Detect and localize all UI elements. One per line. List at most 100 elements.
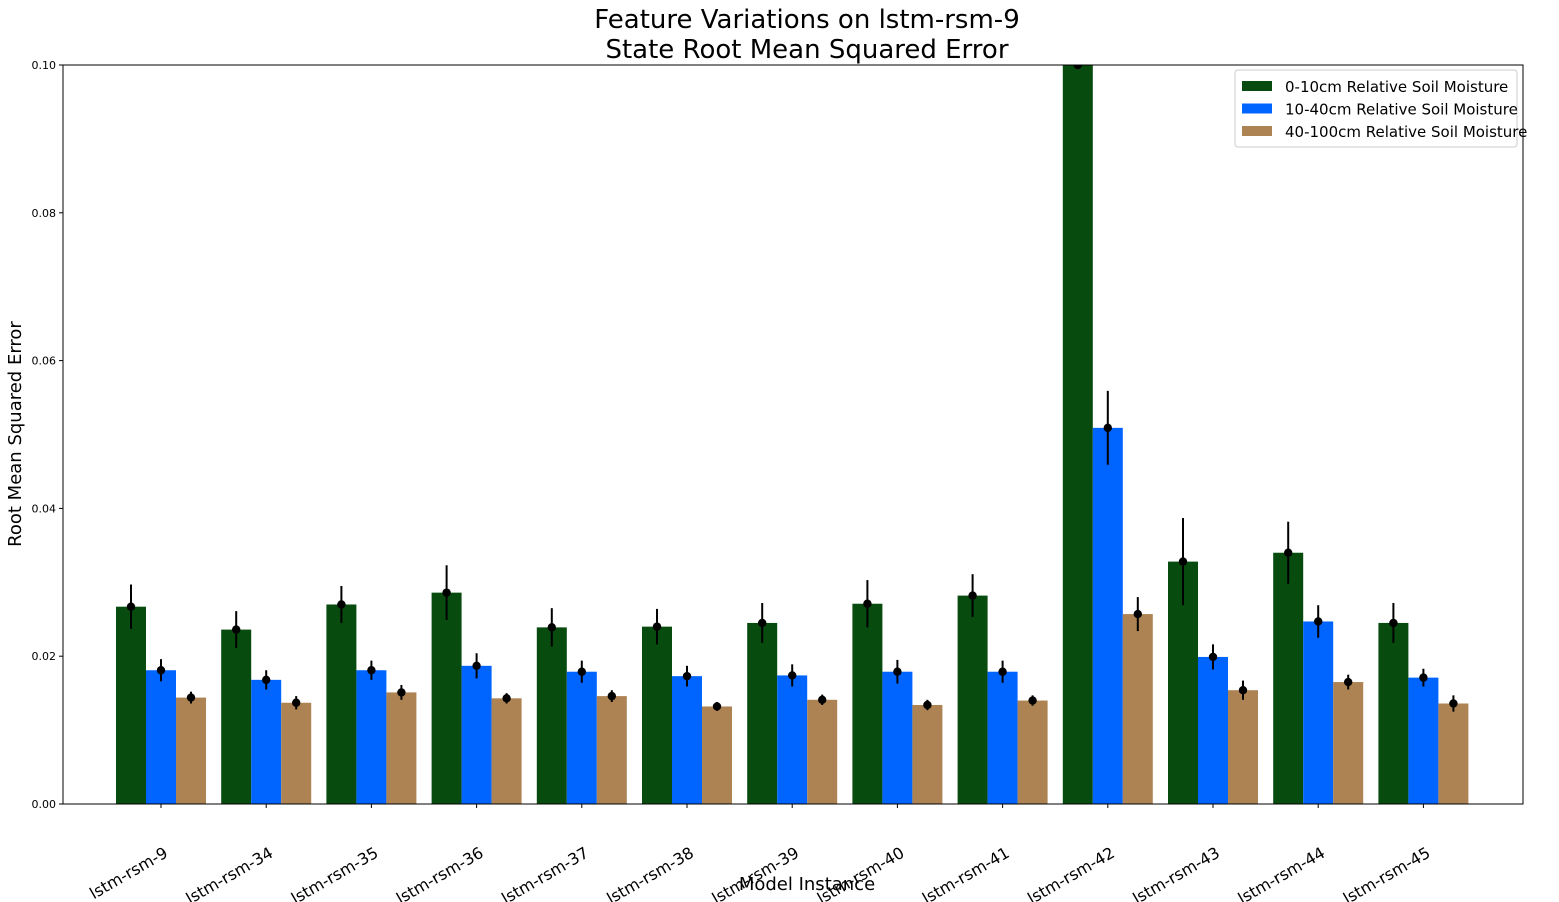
x-tick-label: lstm-rsm-43 — [1129, 843, 1223, 902]
bar — [491, 698, 522, 804]
mean-marker — [397, 688, 406, 697]
chart-title-line2: State Root Mean Squared Error — [605, 35, 1008, 65]
bar — [987, 671, 1018, 804]
bar — [356, 670, 387, 804]
mean-marker — [1419, 673, 1428, 682]
mean-marker — [1449, 699, 1458, 708]
mean-marker — [1103, 423, 1113, 433]
bar — [777, 675, 808, 804]
bar — [1062, 65, 1093, 804]
bars-group — [116, 65, 1469, 804]
axes-frame — [62, 64, 1524, 805]
legend-swatch — [1242, 81, 1272, 91]
y-tick-label: 0.04 — [32, 502, 57, 515]
legend-swatch — [1242, 126, 1272, 136]
mean-marker — [337, 600, 346, 609]
mean-marker — [893, 667, 902, 676]
chart-title-line1: Feature Variations on lstm-rsm-9 — [594, 5, 1019, 35]
bar — [1122, 614, 1153, 804]
y-tick-label: 0.06 — [32, 355, 57, 368]
bar — [1273, 552, 1304, 804]
x-tick-label: lstm-rsm-36 — [393, 843, 487, 902]
bar — [852, 603, 883, 804]
bar — [1017, 700, 1048, 804]
mean-marker — [818, 695, 827, 705]
bar — [461, 665, 492, 804]
mean-marker — [1238, 685, 1248, 695]
y-tick-label: 0.10 — [32, 59, 57, 72]
legend-label: 0-10cm Relative Soil Moisture — [1285, 78, 1508, 96]
mean-marker — [232, 625, 241, 634]
mean-marker — [442, 588, 451, 597]
bar — [807, 699, 838, 804]
mean-marker — [502, 694, 511, 703]
legend: 0-10cm Relative Soil Moisture 10-40cm Rel… — [1234, 69, 1527, 148]
legend-box — [1234, 69, 1518, 148]
mean-marker — [682, 671, 692, 681]
bar — [1378, 622, 1409, 804]
bar — [1198, 656, 1228, 804]
bar — [882, 671, 913, 804]
mean-marker — [1389, 618, 1398, 628]
bar — [1303, 621, 1334, 804]
mean-marker — [1208, 652, 1218, 662]
x-tick-label: lstm-rsm-37 — [498, 843, 592, 902]
mean-marker — [607, 691, 616, 701]
mean-marker — [712, 702, 722, 711]
y-tick-label: 0.00 — [32, 798, 57, 811]
mean-marker — [758, 618, 767, 628]
mean-marker — [126, 602, 136, 611]
mean-marker — [156, 666, 166, 675]
bar — [1408, 677, 1439, 804]
bar — [566, 671, 597, 804]
bar — [1092, 427, 1123, 804]
x-tick-label: lstm-rsm-38 — [603, 843, 697, 902]
bar — [116, 606, 146, 804]
bar — [251, 679, 282, 804]
bar — [431, 592, 462, 804]
mean-marker — [968, 591, 977, 600]
mean-marker — [1133, 609, 1143, 619]
mean-marker — [577, 667, 586, 676]
bar — [957, 595, 988, 804]
mean-marker — [1073, 65, 1082, 70]
bar — [1438, 703, 1469, 804]
x-tick-label: lstm-rsm-34 — [183, 843, 277, 902]
bar — [326, 604, 357, 804]
bar — [642, 626, 672, 804]
mean-marker — [186, 693, 196, 702]
x-tick-label: lstm-rsm-44 — [1235, 843, 1329, 902]
mean-marker — [1284, 548, 1293, 557]
x-tick-label: lstm-rsm-41 — [919, 843, 1013, 902]
mean-marker — [788, 671, 797, 680]
x-tick-label: lstm-rsm-42 — [1024, 843, 1118, 902]
mean-marker — [1028, 696, 1037, 705]
bar — [281, 702, 312, 804]
mean-marker — [863, 599, 872, 608]
bar — [1333, 682, 1364, 804]
x-tick-label: lstm-rsm-45 — [1340, 843, 1434, 902]
bar — [702, 706, 732, 804]
legend-swatch — [1242, 103, 1272, 114]
mean-marker — [998, 667, 1007, 676]
y-tick-label: 0.08 — [32, 207, 57, 220]
x-tick-label: lstm-rsm-9 — [86, 843, 171, 902]
mean-marker — [262, 675, 271, 685]
mean-marker — [923, 700, 932, 710]
legend-label: 40-100cm Relative Soil Moisture — [1285, 123, 1527, 141]
mean-marker — [367, 666, 376, 675]
y-axis-label: Root Mean Squared Error — [5, 321, 26, 547]
bar — [536, 627, 567, 804]
bar — [146, 670, 176, 804]
bar — [386, 692, 417, 804]
bar — [221, 629, 252, 804]
mean-marker — [1344, 677, 1353, 687]
mean-marker — [292, 698, 301, 707]
x-axis-label: Model Instance — [739, 874, 875, 895]
bar — [596, 696, 627, 804]
bar — [912, 704, 943, 804]
mean-marker — [652, 622, 662, 631]
mean-marker — [1314, 617, 1323, 626]
y-tick-label: 0.02 — [32, 650, 57, 663]
